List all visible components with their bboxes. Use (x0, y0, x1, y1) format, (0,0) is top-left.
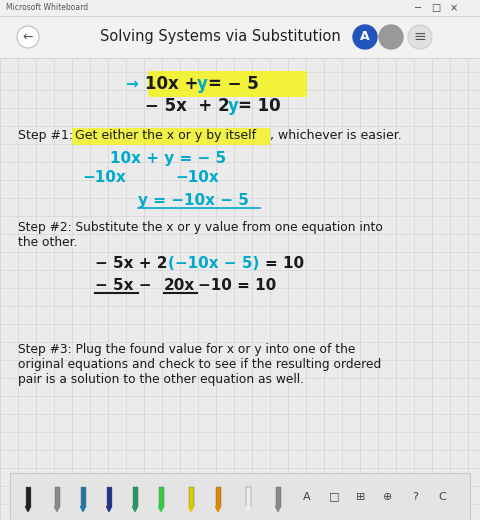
Polygon shape (107, 506, 111, 512)
Text: − 5x + 2: − 5x + 2 (95, 255, 168, 270)
Text: A: A (303, 491, 311, 501)
Text: original equations and check to see if the resulting ordered: original equations and check to see if t… (18, 358, 381, 371)
Text: □: □ (329, 491, 339, 501)
Text: = − 5: = − 5 (208, 75, 259, 93)
Text: −10x: −10x (175, 171, 219, 186)
Text: ≡: ≡ (414, 30, 426, 45)
Text: −: − (414, 3, 422, 13)
Text: 20x: 20x (164, 278, 195, 292)
Bar (132, 487, 137, 506)
Text: Microsoft Whiteboard: Microsoft Whiteboard (6, 4, 88, 12)
Text: 10x +: 10x + (145, 75, 198, 93)
Text: = 10: = 10 (265, 255, 304, 270)
Text: (−10x − 5): (−10x − 5) (168, 255, 259, 270)
Polygon shape (25, 506, 31, 512)
Bar (0, 0, 480, 16)
Bar (10, 473, 470, 520)
Circle shape (379, 25, 403, 49)
Text: Get either the x or y by itself: Get either the x or y by itself (75, 129, 256, 142)
Bar (245, 487, 251, 506)
Circle shape (353, 25, 377, 49)
Bar (107, 487, 111, 506)
Text: Solving Systems via Substitution: Solving Systems via Substitution (100, 30, 340, 45)
Bar (216, 487, 220, 506)
Polygon shape (216, 506, 220, 512)
Text: − 5x  + 2: − 5x + 2 (145, 97, 229, 115)
Text: − 5x −: − 5x − (95, 278, 157, 292)
Text: y = −10x − 5: y = −10x − 5 (138, 192, 249, 207)
Polygon shape (276, 506, 280, 512)
Text: Step #3: Plug the found value for x or y into one of the: Step #3: Plug the found value for x or y… (18, 343, 355, 356)
Text: −10x: −10x (82, 171, 126, 186)
Bar (0, 16, 480, 58)
Text: y: y (228, 97, 239, 115)
Text: ×: × (450, 3, 458, 13)
Text: pair is a solution to the other equation as well.: pair is a solution to the other equation… (18, 373, 304, 386)
Text: →: → (125, 76, 138, 92)
Bar (25, 487, 31, 506)
Text: 10x + y = − 5: 10x + y = − 5 (110, 150, 226, 165)
Text: , whichever is easier.: , whichever is easier. (270, 129, 402, 142)
Text: ?: ? (412, 491, 418, 501)
Text: Step #1:: Step #1: (18, 129, 77, 142)
Polygon shape (132, 506, 137, 512)
Bar (189, 487, 193, 506)
Polygon shape (158, 506, 164, 512)
Text: y: y (197, 75, 208, 93)
Polygon shape (55, 506, 60, 512)
FancyBboxPatch shape (72, 128, 270, 145)
Polygon shape (81, 506, 85, 512)
Text: □: □ (432, 3, 441, 13)
Text: ←: ← (23, 31, 33, 44)
FancyBboxPatch shape (148, 71, 307, 97)
Text: ⊞: ⊞ (356, 491, 366, 501)
Text: −10 = 10: −10 = 10 (198, 278, 276, 292)
Polygon shape (245, 506, 251, 512)
Text: ⊕: ⊕ (384, 491, 393, 501)
Bar (276, 487, 280, 506)
Text: A: A (360, 31, 370, 44)
Bar (55, 487, 60, 506)
Text: = 10: = 10 (238, 97, 281, 115)
Text: the other.: the other. (18, 236, 77, 249)
Circle shape (408, 25, 432, 49)
Polygon shape (189, 506, 193, 512)
Text: C: C (438, 491, 446, 501)
Text: Step #2: Substitute the x or y value from one equation into: Step #2: Substitute the x or y value fro… (18, 222, 383, 235)
Circle shape (17, 26, 39, 48)
Bar (158, 487, 164, 506)
Bar (81, 487, 85, 506)
